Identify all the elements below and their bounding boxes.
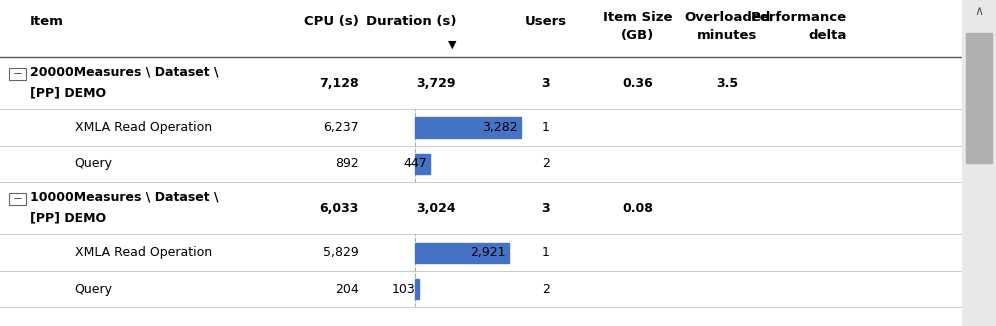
Text: Duration (s): Duration (s) xyxy=(366,15,456,28)
Text: 10000Measures \ Dataset \: 10000Measures \ Dataset \ xyxy=(30,190,218,203)
Text: XMLA Read Operation: XMLA Read Operation xyxy=(75,121,212,134)
Text: [PP] DEMO: [PP] DEMO xyxy=(30,86,106,99)
Text: 204: 204 xyxy=(335,283,359,296)
Bar xyxy=(415,243,509,263)
Text: ∧: ∧ xyxy=(974,5,984,18)
Text: Item: Item xyxy=(30,15,64,28)
Text: 3,024: 3,024 xyxy=(416,202,456,215)
Bar xyxy=(415,154,429,174)
Text: 20000Measures \ Dataset \: 20000Measures \ Dataset \ xyxy=(30,65,218,78)
Text: 3,729: 3,729 xyxy=(416,77,456,90)
Text: 6,237: 6,237 xyxy=(323,121,359,134)
Text: 0.08: 0.08 xyxy=(622,202,652,215)
Text: −: − xyxy=(13,67,23,80)
Text: Query: Query xyxy=(75,157,113,170)
Text: 6,033: 6,033 xyxy=(319,202,359,215)
Text: (GB): (GB) xyxy=(621,29,654,42)
Text: 2: 2 xyxy=(542,157,550,170)
Text: 1: 1 xyxy=(542,246,550,259)
Bar xyxy=(415,279,418,299)
Bar xyxy=(966,33,992,163)
Text: 0.36: 0.36 xyxy=(622,77,652,90)
Text: Users: Users xyxy=(525,15,567,28)
Text: delta: delta xyxy=(808,29,847,42)
Text: 447: 447 xyxy=(403,157,426,170)
Text: 3.5: 3.5 xyxy=(716,77,738,90)
Text: minutes: minutes xyxy=(697,29,757,42)
Bar xyxy=(415,117,521,138)
Text: [PP] DEMO: [PP] DEMO xyxy=(30,211,106,224)
Text: 1: 1 xyxy=(542,121,550,134)
Text: 5,829: 5,829 xyxy=(323,246,359,259)
Text: Performance: Performance xyxy=(750,11,847,23)
Text: Overloaded: Overloaded xyxy=(684,11,770,23)
Bar xyxy=(962,0,996,326)
Text: 3: 3 xyxy=(542,202,550,215)
Text: Query: Query xyxy=(75,283,113,296)
Text: ▼: ▼ xyxy=(447,39,456,50)
FancyBboxPatch shape xyxy=(9,68,26,80)
Text: −: − xyxy=(13,192,23,205)
Text: 2: 2 xyxy=(542,283,550,296)
FancyBboxPatch shape xyxy=(9,193,26,205)
Text: 7,128: 7,128 xyxy=(319,77,359,90)
Text: Item Size: Item Size xyxy=(603,11,672,23)
Text: 2,921: 2,921 xyxy=(470,246,506,259)
Text: 892: 892 xyxy=(335,157,359,170)
Text: CPU (s): CPU (s) xyxy=(304,15,359,28)
Text: XMLA Read Operation: XMLA Read Operation xyxy=(75,246,212,259)
Text: 103: 103 xyxy=(391,283,415,296)
Text: 3: 3 xyxy=(542,77,550,90)
Text: 3,282: 3,282 xyxy=(482,121,518,134)
